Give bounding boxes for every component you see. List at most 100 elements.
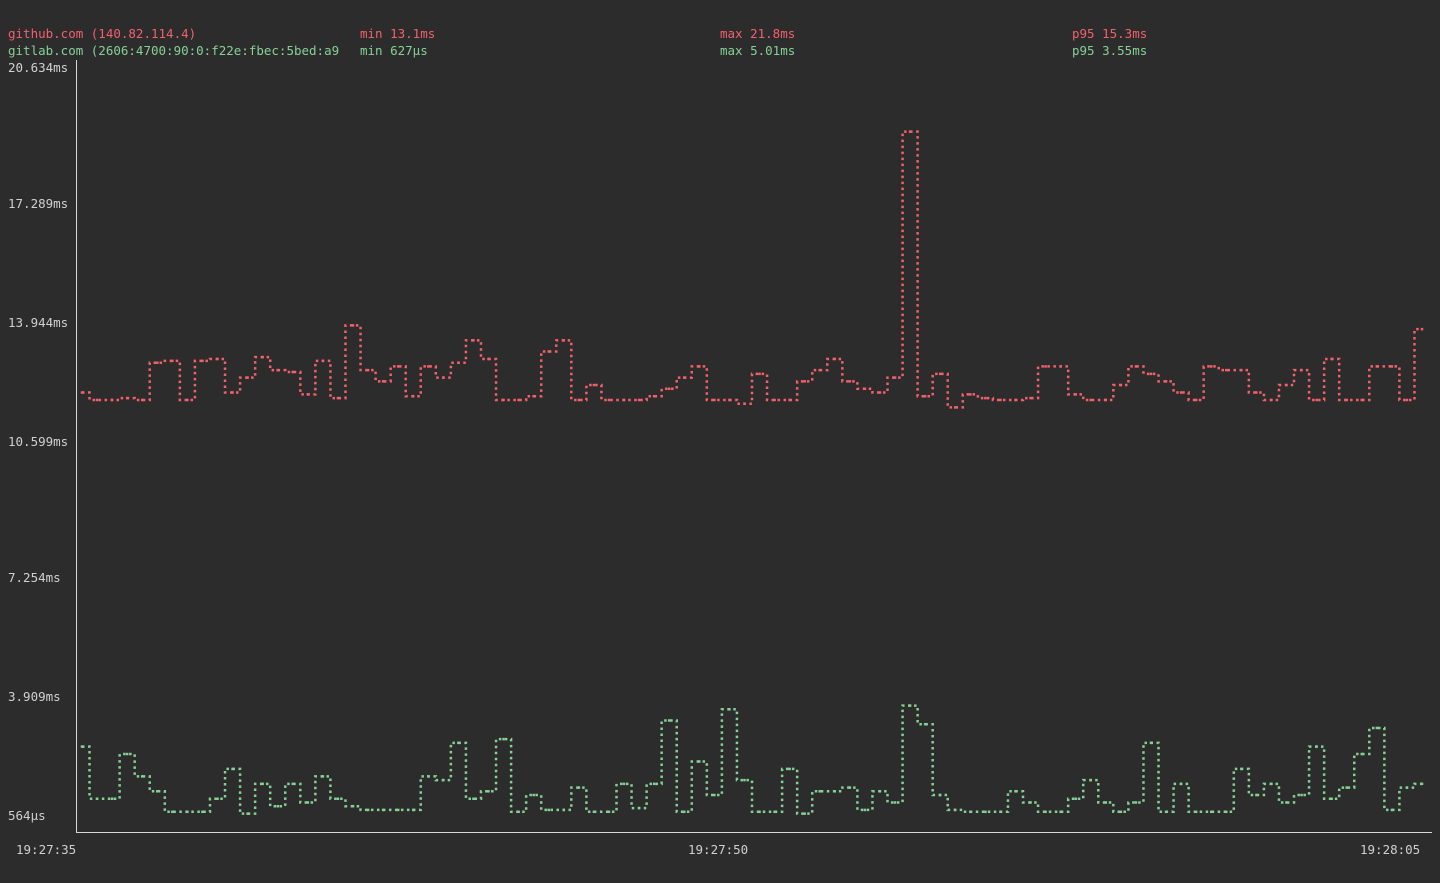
data-point bbox=[622, 398, 626, 402]
data-point bbox=[487, 357, 490, 361]
data-point bbox=[1179, 391, 1183, 394]
data-point bbox=[1044, 365, 1047, 368]
data-point bbox=[517, 810, 520, 814]
data-point bbox=[682, 810, 686, 814]
data-point bbox=[788, 398, 791, 402]
data-point bbox=[698, 760, 701, 763]
data-point bbox=[999, 398, 1002, 402]
data-point bbox=[562, 339, 566, 342]
data-point bbox=[893, 376, 897, 379]
y-tick-label: 10.599ms bbox=[8, 434, 69, 449]
y-tick-label: 13.944ms bbox=[8, 315, 69, 330]
data-point bbox=[848, 380, 852, 383]
data-point bbox=[1104, 801, 1108, 804]
data-point bbox=[231, 767, 234, 771]
y-tick-label: 564µs bbox=[8, 808, 46, 823]
data-point bbox=[216, 797, 219, 801]
data-point bbox=[547, 808, 550, 812]
data-point bbox=[878, 790, 882, 793]
data-point bbox=[803, 812, 806, 815]
data-point bbox=[351, 324, 355, 327]
data-point bbox=[954, 406, 957, 409]
data-point bbox=[878, 391, 882, 394]
data-point bbox=[381, 380, 385, 383]
data-point bbox=[1405, 398, 1409, 402]
data-point bbox=[758, 810, 761, 814]
data-point bbox=[652, 394, 656, 398]
data-point bbox=[502, 737, 505, 741]
data-point bbox=[713, 793, 716, 797]
data-point bbox=[1179, 782, 1183, 786]
data-point bbox=[667, 387, 671, 391]
data-point bbox=[1255, 391, 1258, 394]
legend-max-gitlab: max 5.01ms bbox=[720, 43, 796, 58]
legend-min-gitlab: min 627µs bbox=[360, 43, 428, 58]
data-point bbox=[1360, 752, 1364, 756]
data-point bbox=[80, 391, 84, 394]
x-tick-label: 19:28:05 bbox=[1360, 842, 1421, 857]
data-point bbox=[743, 402, 746, 405]
data-point bbox=[622, 782, 626, 786]
data-point bbox=[637, 398, 641, 402]
data-point bbox=[336, 797, 340, 801]
data-point bbox=[1390, 365, 1394, 368]
data-point bbox=[1059, 810, 1062, 814]
data-point bbox=[1209, 365, 1213, 368]
series-line-1 bbox=[82, 704, 1422, 815]
data-point bbox=[457, 741, 460, 745]
data-point bbox=[1164, 380, 1168, 383]
data-point bbox=[351, 804, 355, 808]
data-point bbox=[140, 775, 144, 778]
data-point bbox=[171, 359, 174, 363]
data-point bbox=[848, 786, 852, 789]
data-point bbox=[532, 793, 535, 797]
data-point bbox=[442, 376, 445, 379]
data-point bbox=[607, 810, 611, 814]
data-point bbox=[984, 396, 987, 400]
data-point bbox=[1225, 810, 1228, 814]
data-point bbox=[938, 372, 942, 376]
data-point bbox=[1315, 745, 1318, 748]
data-point bbox=[1315, 398, 1318, 402]
data-point bbox=[1330, 797, 1333, 801]
data-point bbox=[1089, 398, 1093, 402]
data-point bbox=[637, 806, 641, 810]
data-point bbox=[442, 778, 445, 782]
data-point bbox=[682, 376, 686, 379]
x-tick-label: 19:27:35 bbox=[16, 842, 77, 857]
data-point bbox=[999, 810, 1002, 814]
data-point bbox=[1074, 393, 1077, 396]
data-point bbox=[938, 793, 942, 797]
data-point bbox=[396, 365, 400, 368]
data-point bbox=[171, 810, 174, 814]
data-point bbox=[1345, 398, 1348, 402]
data-point bbox=[863, 387, 867, 391]
data-point bbox=[80, 745, 84, 748]
data-point bbox=[276, 368, 279, 372]
data-point bbox=[1405, 786, 1409, 789]
data-point bbox=[1149, 372, 1153, 376]
data-point bbox=[818, 368, 822, 372]
data-point bbox=[246, 812, 249, 815]
data-point bbox=[743, 778, 746, 782]
data-point bbox=[306, 393, 310, 396]
x-tick-label: 19:27:50 bbox=[688, 842, 749, 857]
data-point bbox=[1420, 327, 1424, 331]
data-point bbox=[411, 808, 415, 812]
data-point bbox=[276, 804, 279, 808]
data-point bbox=[1285, 383, 1288, 387]
data-point bbox=[1119, 383, 1123, 387]
data-point bbox=[472, 797, 475, 801]
data-point bbox=[186, 810, 189, 814]
data-point bbox=[923, 722, 927, 726]
legend-max-github: max 21.8ms bbox=[720, 26, 796, 41]
legend-host-gitlab: gitlab.com (2606:4700:90:0:f22e:fbec:5be… bbox=[8, 43, 340, 58]
data-point bbox=[1420, 782, 1424, 786]
data-point bbox=[833, 357, 837, 361]
data-point bbox=[1360, 398, 1364, 402]
data-point bbox=[1014, 398, 1017, 402]
data-point bbox=[592, 383, 596, 387]
data-point bbox=[532, 394, 535, 398]
data-point bbox=[291, 370, 295, 374]
